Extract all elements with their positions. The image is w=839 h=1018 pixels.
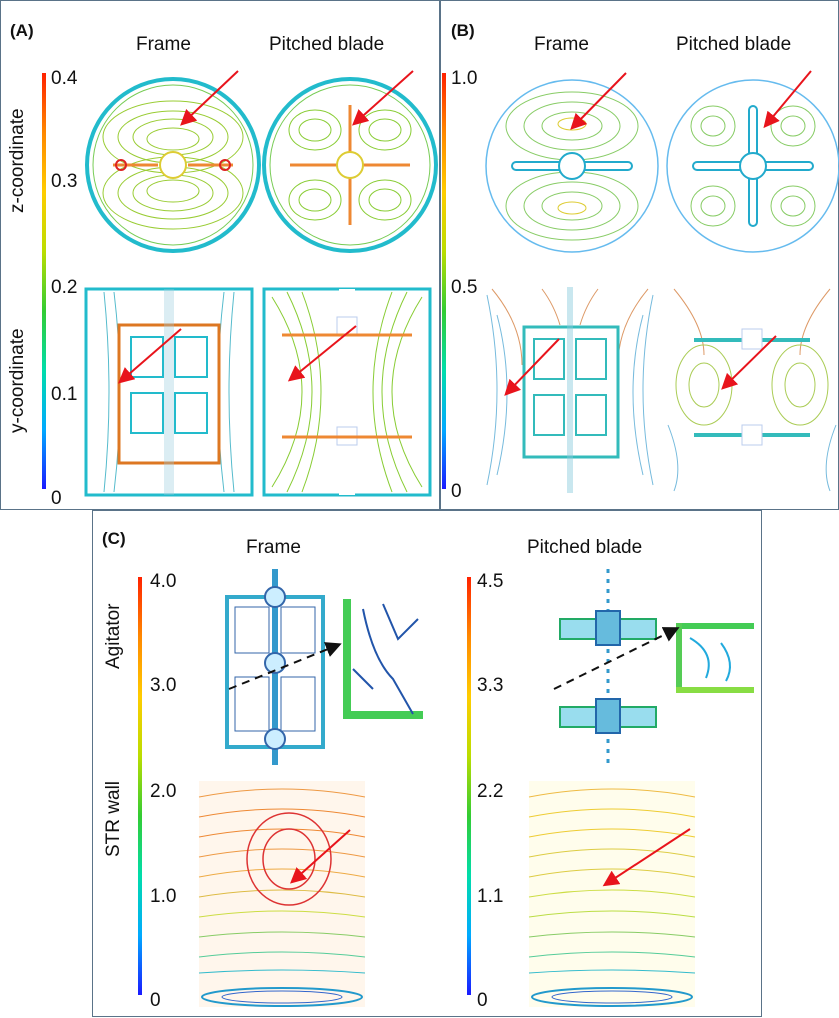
- panel-b-label: (B): [451, 21, 475, 40]
- panel-c-frame-str-wall: [198, 781, 366, 1007]
- panel-a-tick-04: 0.4: [51, 68, 78, 89]
- panel-c: (C) Frame Pitched blade Agitator STR wal…: [92, 510, 762, 1017]
- panel-c-right-tick-22: 2.2: [477, 781, 504, 802]
- panel-a: (A) Frame Pitched blade 0.4 0.3 0.2 0.1 …: [0, 0, 440, 510]
- panel-c-right-tick-45: 4.5: [477, 571, 504, 592]
- panel-c-frame-agitator: [225, 569, 325, 765]
- panel-b-tick-0: 0: [451, 481, 462, 502]
- panel-c-pitched-agitator: [559, 569, 657, 765]
- panel-c-title-frame: Frame: [246, 537, 301, 558]
- panel-b-arrows: [504, 70, 812, 396]
- panel-b: (B) Frame Pitched blade 1.0 0.5 0: [440, 0, 839, 510]
- panel-a-title-frame: Frame: [136, 34, 191, 55]
- panel-c-right-tick-11: 1.1: [477, 886, 504, 907]
- panel-a-pitched-side-view: [262, 287, 432, 497]
- panel-a-pitched-top-view: [262, 77, 438, 253]
- panel-c-left-tick-10: 1.0: [150, 886, 177, 907]
- panel-a-label: (A): [10, 21, 34, 40]
- panel-a-arrows: [117, 70, 414, 384]
- panel-b-pitched-side-view: [667, 287, 837, 493]
- panel-a-tick-03: 0.3: [51, 171, 78, 192]
- panel-c-right-tick-33: 3.3: [477, 675, 504, 696]
- panel-c-right-tick-0: 0: [477, 990, 488, 1011]
- panel-a-tick-0: 0: [51, 488, 62, 509]
- panel-c-left-tick-30: 3.0: [150, 675, 177, 696]
- panel-b-title-pitched: Pitched blade: [676, 34, 792, 55]
- panel-a-title-pitched: Pitched blade: [269, 34, 385, 55]
- panel-c-left-tick-40: 4.0: [150, 571, 177, 592]
- panel-a-frame-side-view: [84, 287, 254, 497]
- panel-c-left-tick-20: 2.0: [150, 781, 177, 802]
- panel-b-tick-10: 1.0: [451, 68, 478, 89]
- panel-c-colorbar-right: [467, 577, 471, 995]
- panel-c-left-tick-0: 0: [150, 990, 161, 1011]
- panel-c-title-pitched: Pitched blade: [527, 537, 643, 558]
- panel-b-tick-05: 0.5: [451, 277, 478, 298]
- panel-c-label: (C): [102, 529, 126, 548]
- panel-b-frame-top-view: [485, 79, 659, 253]
- panel-c-pitched-str-wall: [528, 781, 696, 1007]
- panel-b-colorbar: [442, 73, 446, 489]
- panel-a-colorbar: [42, 73, 46, 489]
- panel-a-frame-top-view: [85, 77, 261, 253]
- panel-b-title-frame: Frame: [534, 34, 589, 55]
- panel-b-frame-side-view: [486, 287, 654, 493]
- panel-b-pitched-top-view: [666, 79, 839, 253]
- panel-a-tick-01: 0.1: [51, 384, 78, 405]
- panel-c-frame-zoom-inset: [343, 599, 423, 719]
- panel-c-pitched-zoom-inset: [676, 623, 754, 693]
- panel-c-arrows: [228, 627, 691, 887]
- panel-a-tick-02: 0.2: [51, 277, 78, 298]
- panel-c-colorbar-left: [138, 577, 142, 995]
